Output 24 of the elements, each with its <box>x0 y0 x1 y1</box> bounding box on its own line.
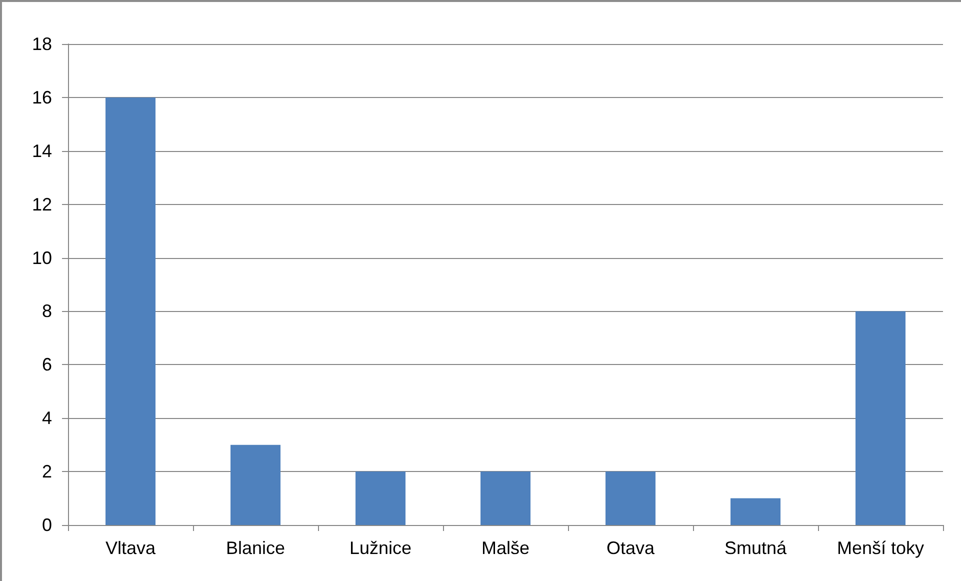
y-tick-label: 8 <box>42 301 52 322</box>
x-tick-label: Lužnice <box>349 538 412 558</box>
x-tick-label: Otava <box>606 538 656 558</box>
y-tick-label: 16 <box>32 87 52 108</box>
bar <box>356 472 406 525</box>
x-tick-label: Vltava <box>105 538 156 558</box>
bar <box>230 444 280 525</box>
y-tick-label: 18 <box>32 34 52 54</box>
x-tick-label: Smutná <box>724 538 788 558</box>
bar <box>480 472 530 525</box>
bar <box>856 311 906 525</box>
y-tick-label: 14 <box>32 140 52 161</box>
y-tick-label: 0 <box>42 515 52 535</box>
bar <box>606 472 656 525</box>
y-tick-label: 4 <box>42 408 52 428</box>
y-tick-label: 12 <box>32 194 52 214</box>
x-tick-label: Menší toky <box>836 538 924 558</box>
y-tick-label: 2 <box>42 462 52 482</box>
x-tick-label: Malše <box>481 538 530 558</box>
bar <box>730 498 780 525</box>
y-tick-label: 10 <box>32 248 52 268</box>
y-tick-label: 6 <box>42 354 52 375</box>
x-tick-label: Blanice <box>226 538 286 558</box>
bar <box>106 97 156 525</box>
